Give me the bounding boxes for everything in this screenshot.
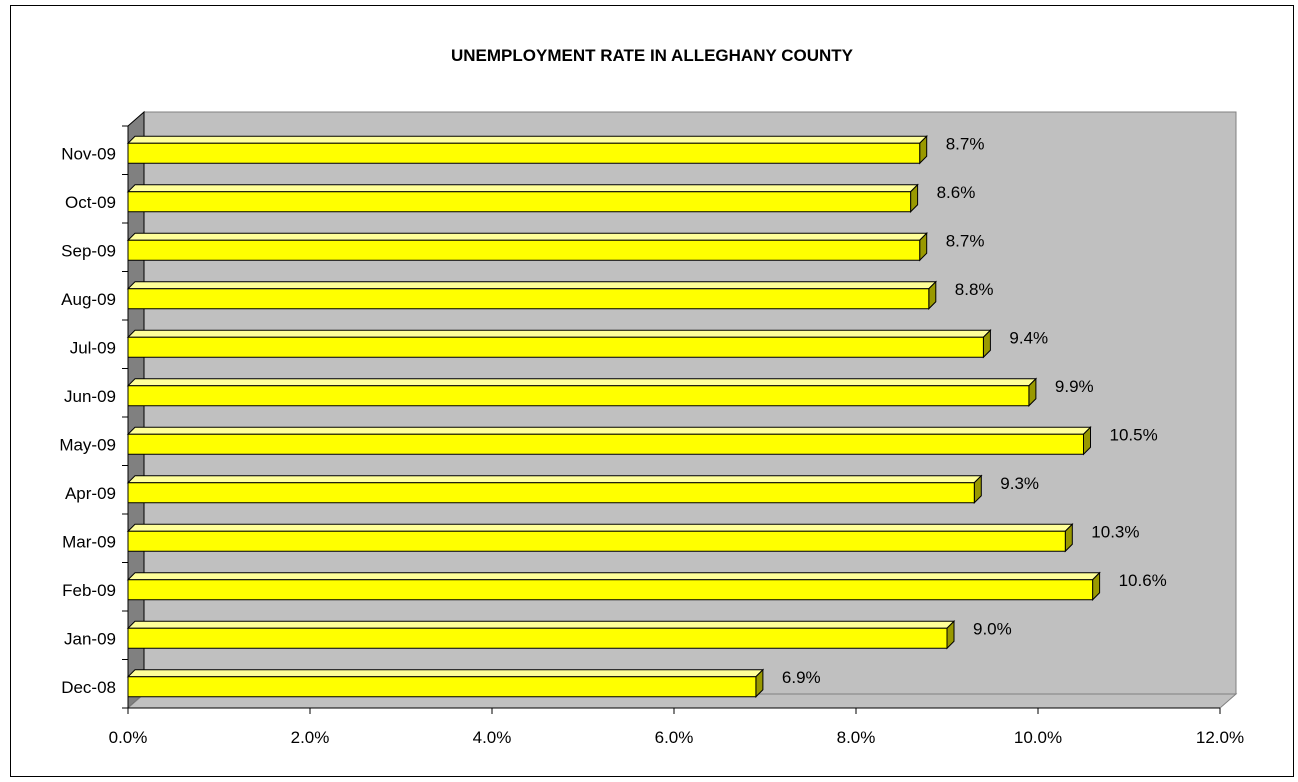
- bar-front-face: [127, 336, 984, 358]
- category-label: Jul-09: [70, 338, 116, 357]
- bar: [126, 377, 1038, 407]
- bar-front-face: [127, 288, 930, 310]
- data-label: 8.8%: [955, 280, 994, 299]
- category-label: Jun-09: [64, 387, 116, 406]
- bar-front-face: [127, 142, 921, 164]
- data-label: 10.5%: [1110, 425, 1158, 444]
- bar-top-face: [126, 426, 1092, 435]
- category-label: Feb-09: [62, 581, 116, 600]
- data-label: 9.0%: [973, 619, 1012, 638]
- data-label: 9.4%: [1009, 328, 1048, 347]
- bar-front-face: [127, 239, 921, 261]
- bar: [126, 523, 1074, 553]
- bar: [126, 232, 928, 262]
- bar: [126, 329, 992, 359]
- bar-top-face: [126, 329, 992, 338]
- category-label: Apr-09: [65, 484, 116, 503]
- bar: [126, 620, 956, 650]
- bar: [126, 183, 919, 213]
- x-tick-label: 12.0%: [1196, 728, 1244, 747]
- category-label: Oct-09: [65, 193, 116, 212]
- bar-top-face: [126, 669, 765, 678]
- bar-front-face: [127, 627, 948, 649]
- bar-top-face: [126, 475, 983, 484]
- category-label: Mar-09: [62, 532, 116, 551]
- bar-front-face: [127, 530, 1066, 552]
- category-label: Aug-09: [61, 290, 116, 309]
- chart-title: UNEMPLOYMENT RATE IN ALLEGHANY COUNTY: [450, 46, 854, 65]
- category-label: Dec-08: [61, 678, 116, 697]
- bar-top-face: [126, 184, 919, 193]
- bar-top-face: [126, 523, 1074, 532]
- data-label: 8.7%: [946, 231, 985, 250]
- bar: [126, 135, 928, 165]
- bar-top-face: [126, 620, 956, 629]
- bar-top-face: [126, 572, 1101, 581]
- bar-top-face: [126, 281, 938, 290]
- bar: [126, 426, 1092, 456]
- category-label: May-09: [59, 435, 116, 454]
- bar-top-face: [126, 378, 1038, 387]
- bar-front-face: [127, 676, 757, 698]
- bar-top-face: [126, 232, 928, 241]
- category-label: Jan-09: [64, 629, 116, 648]
- bar-front-face: [127, 482, 975, 504]
- category-label: Sep-09: [61, 241, 116, 260]
- bar: [126, 280, 938, 310]
- bar: [126, 668, 765, 698]
- x-tick-label: 0.0%: [109, 728, 148, 747]
- category-label: Nov-09: [61, 144, 116, 163]
- bar-front-face: [127, 433, 1084, 455]
- bar-front-face: [127, 385, 1030, 407]
- bar-front-face: [127, 579, 1094, 601]
- x-tick-label: 2.0%: [291, 728, 330, 747]
- bar: [126, 571, 1101, 601]
- bar: [126, 474, 983, 504]
- x-tick-label: 10.0%: [1014, 728, 1062, 747]
- x-tick-label: 6.0%: [655, 728, 694, 747]
- data-label: 10.3%: [1091, 522, 1139, 541]
- data-label: 9.9%: [1055, 377, 1094, 396]
- data-label: 9.3%: [1000, 474, 1039, 493]
- bar-top-face: [126, 135, 928, 144]
- data-label: 8.6%: [937, 183, 976, 202]
- x-tick-label: 8.0%: [837, 728, 876, 747]
- data-label: 10.6%: [1119, 571, 1167, 590]
- data-label: 6.9%: [782, 668, 821, 687]
- data-label: 8.7%: [946, 134, 985, 153]
- x-tick-label: 4.0%: [473, 728, 512, 747]
- bar-front-face: [127, 191, 912, 213]
